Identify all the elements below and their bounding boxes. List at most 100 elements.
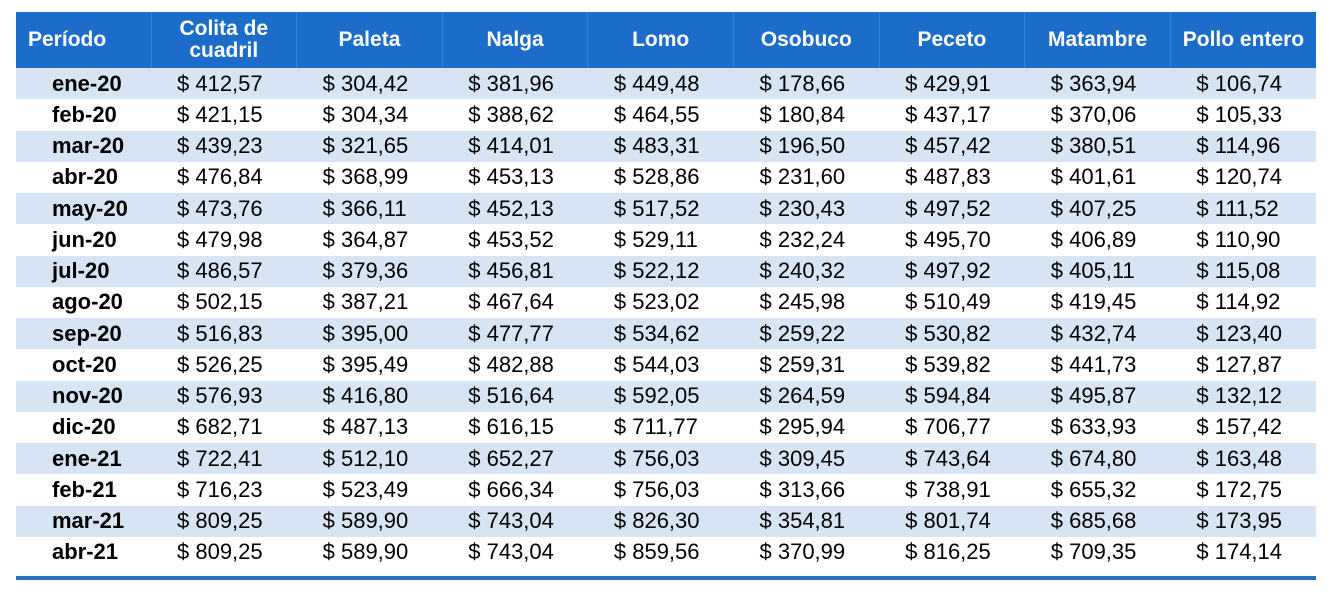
table-row: abr-20 $ 476,84 $ 368,99 $ 453,13 $ 528,86 $ … — [16, 161, 1316, 193]
price-cell: $ 738,91 — [879, 474, 1025, 506]
table-row: ene-20 $ 412,57 $ 304,42 $ 381,96 $ 449,48 $ … — [16, 68, 1316, 100]
price-cell: $ 421,15 — [151, 99, 297, 131]
price-cell: $ 544,03 — [587, 349, 734, 381]
period-cell: may-20 — [16, 193, 151, 225]
price-cell: $ 487,13 — [296, 411, 443, 443]
price-cell: $ 115,08 — [1170, 255, 1316, 287]
price-cell: $ 309,45 — [733, 443, 880, 475]
price-cell: $ 449,48 — [587, 68, 734, 100]
price-cell: $ 743,04 — [442, 505, 588, 537]
price-cell: $ 132,12 — [1170, 380, 1316, 412]
table-row: oct-20 $ 526,25 $ 395,49 $ 482,88 $ 544,03 $ … — [16, 349, 1316, 381]
price-cell: $ 178,66 — [733, 68, 880, 100]
table-row: sep-20 $ 516,83 $ 395,00 $ 477,77 $ 534,62 $ … — [16, 318, 1316, 350]
header-cell-paleta: Paleta — [296, 12, 443, 68]
period-cell: mar-20 — [16, 130, 151, 162]
table-row: mar-20 $ 439,23 $ 321,65 $ 414,01 $ 483,31 $ … — [16, 130, 1316, 162]
price-cell: $ 589,90 — [296, 536, 443, 568]
table-row: mar-21 $ 809,25 $ 589,90 $ 743,04 $ 826,30 $ … — [16, 505, 1316, 537]
price-cell: $ 512,10 — [296, 443, 443, 475]
period-cell: abr-21 — [16, 536, 151, 568]
price-cell: $ 523,49 — [296, 474, 443, 506]
price-cell: $ 381,96 — [442, 68, 588, 100]
price-cell: $ 370,06 — [1024, 99, 1171, 131]
period-cell: ene-21 — [16, 443, 151, 475]
price-cell: $ 652,27 — [442, 443, 588, 475]
header-cell-osobuco: Osobuco — [733, 12, 880, 68]
price-cell: $ 295,94 — [733, 411, 880, 443]
price-cell: $ 497,52 — [879, 193, 1025, 225]
price-cell: $ 114,92 — [1170, 286, 1316, 318]
price-cell: $ 304,34 — [296, 99, 443, 131]
price-cell: $ 173,95 — [1170, 505, 1316, 537]
table-row: dic-20 $ 682,71 $ 487,13 $ 616,15 $ 711,77 $ … — [16, 411, 1316, 443]
price-cell: $ 456,81 — [442, 255, 588, 287]
table-row: ago-20 $ 502,15 $ 387,21 $ 467,64 $ 523,02 $ … — [16, 286, 1316, 318]
price-cell: $ 487,83 — [879, 161, 1025, 193]
price-cell: $ 495,70 — [879, 224, 1025, 256]
price-cell: $ 401,61 — [1024, 161, 1171, 193]
table-row: feb-20 $ 421,15 $ 304,34 $ 388,62 $ 464,55 $ … — [16, 99, 1316, 131]
price-cell: $ 105,33 — [1170, 99, 1316, 131]
price-cell: $ 594,84 — [879, 380, 1025, 412]
price-cell: $ 416,80 — [296, 380, 443, 412]
price-cell: $ 483,31 — [587, 130, 734, 162]
period-cell: jul-20 — [16, 255, 151, 287]
price-cell: $ 539,82 — [879, 349, 1025, 381]
price-cell: $ 452,13 — [442, 193, 588, 225]
price-cell: $ 231,60 — [733, 161, 880, 193]
price-cell: $ 245,98 — [733, 286, 880, 318]
price-cell: $ 354,81 — [733, 505, 880, 537]
price-cell: $ 516,64 — [442, 380, 588, 412]
price-cell: $ 259,31 — [733, 349, 880, 381]
price-cell: $ 395,49 — [296, 349, 443, 381]
price-cell: $ 123,40 — [1170, 318, 1316, 350]
price-cell: $ 259,22 — [733, 318, 880, 350]
price-cell: $ 473,76 — [151, 193, 297, 225]
price-cell: $ 516,83 — [151, 318, 297, 350]
period-cell: ene-20 — [16, 68, 151, 100]
header-row: Período Colita de cuadril Paleta Nalga L… — [16, 12, 1316, 68]
price-cell: $ 379,36 — [296, 255, 443, 287]
table-row: may-20 $ 473,76 $ 366,11 $ 452,13 $ 517,52 $ … — [16, 193, 1316, 225]
price-cell: $ 534,62 — [587, 318, 734, 350]
price-cell: $ 163,48 — [1170, 443, 1316, 475]
price-cell: $ 364,87 — [296, 224, 443, 256]
price-cell: $ 477,77 — [442, 318, 588, 350]
price-cell: $ 110,90 — [1170, 224, 1316, 256]
price-table: Período Colita de cuadril Paleta Nalga L… — [16, 12, 1316, 568]
price-cell: $ 616,15 — [442, 411, 588, 443]
price-cell: $ 406,89 — [1024, 224, 1171, 256]
table-row: feb-21 $ 716,23 $ 523,49 $ 666,34 $ 756,03 $ … — [16, 474, 1316, 506]
price-cell: $ 576,93 — [151, 380, 297, 412]
price-cell: $ 388,62 — [442, 99, 588, 131]
price-cell: $ 495,87 — [1024, 380, 1171, 412]
price-cell: $ 368,99 — [296, 161, 443, 193]
price-cell: $ 633,93 — [1024, 411, 1171, 443]
header-cell-pollo-entero: Pollo entero — [1170, 12, 1316, 68]
period-cell: sep-20 — [16, 318, 151, 350]
price-cell: $ 510,49 — [879, 286, 1025, 318]
price-cell: $ 743,64 — [879, 443, 1025, 475]
price-cell: $ 180,84 — [733, 99, 880, 131]
price-cell: $ 232,24 — [733, 224, 880, 256]
price-cell: $ 529,11 — [587, 224, 734, 256]
header-cell-lomo: Lomo — [587, 12, 734, 68]
price-cell: $ 809,25 — [151, 505, 297, 537]
price-cell: $ 523,02 — [587, 286, 734, 318]
price-cell: $ 482,88 — [442, 349, 588, 381]
bottom-rule — [16, 576, 1316, 580]
period-cell: ago-20 — [16, 286, 151, 318]
price-cell: $ 412,57 — [151, 68, 297, 100]
price-cell: $ 816,25 — [879, 536, 1025, 568]
table-row: jul-20 $ 486,57 $ 379,36 $ 456,81 $ 522,12 $ … — [16, 255, 1316, 287]
price-cell: $ 419,45 — [1024, 286, 1171, 318]
price-cell: $ 756,03 — [587, 443, 734, 475]
price-cell: $ 414,01 — [442, 130, 588, 162]
price-cell: $ 486,57 — [151, 255, 297, 287]
price-cell: $ 111,52 — [1170, 193, 1316, 225]
period-cell: nov-20 — [16, 380, 151, 412]
header-cell-peceto: Peceto — [879, 12, 1026, 68]
price-cell: $ 395,00 — [296, 318, 443, 350]
price-cell: $ 366,11 — [296, 193, 443, 225]
